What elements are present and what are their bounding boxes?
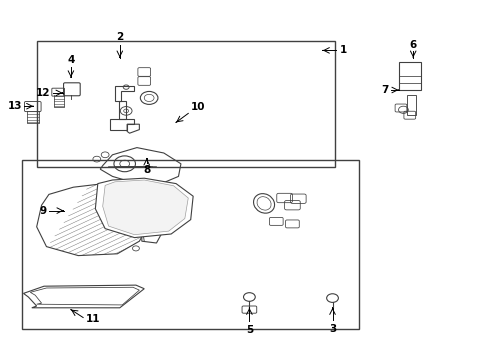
Text: 1: 1 <box>339 45 346 55</box>
Polygon shape <box>95 178 193 238</box>
Text: 8: 8 <box>143 165 150 175</box>
Polygon shape <box>102 180 188 235</box>
Polygon shape <box>37 184 151 256</box>
Polygon shape <box>142 223 161 243</box>
Text: 9: 9 <box>39 206 46 216</box>
Bar <box>398 62 420 90</box>
Bar <box>37 41 334 167</box>
Text: 12: 12 <box>36 88 50 98</box>
Text: 3: 3 <box>328 324 335 334</box>
Text: 2: 2 <box>116 32 123 42</box>
Text: 10: 10 <box>190 102 205 112</box>
Bar <box>407 95 415 115</box>
Text: 6: 6 <box>409 40 416 50</box>
Text: 13: 13 <box>7 101 22 111</box>
Text: 7: 7 <box>381 85 388 95</box>
Text: 5: 5 <box>245 325 252 335</box>
Text: 11: 11 <box>85 314 100 324</box>
Bar <box>22 160 359 329</box>
Text: 4: 4 <box>67 55 75 65</box>
Polygon shape <box>100 148 181 184</box>
